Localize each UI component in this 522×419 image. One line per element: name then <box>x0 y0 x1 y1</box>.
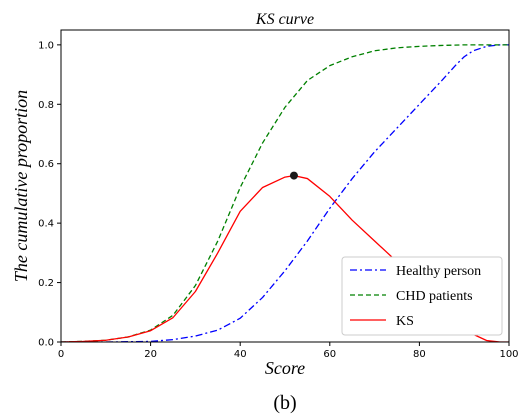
x-tick-label: 60 <box>323 349 336 360</box>
y-axis-ticks: 0.0 0.2 0.4 0.6 0.8 1.0 <box>38 40 61 348</box>
y-axis-label: The cumulative proportion <box>11 90 31 282</box>
y-tick-label: 0.8 <box>38 100 54 111</box>
chart-title: KS curve <box>255 11 314 28</box>
y-tick-label: 1.0 <box>38 40 54 51</box>
y-tick-label: 0.0 <box>38 338 54 349</box>
x-tick-label: 20 <box>144 349 157 360</box>
y-tick-label: 0.2 <box>38 278 54 289</box>
ks-max-point <box>290 172 298 180</box>
legend-label: KS <box>396 314 414 329</box>
legend: Healthy person CHD patients KS <box>342 257 502 335</box>
figure-caption: (b) <box>273 392 296 414</box>
x-tick-label: 0 <box>58 349 64 360</box>
x-tick-label: 80 <box>413 349 426 360</box>
x-tick-label: 40 <box>234 349 247 360</box>
legend-label: Healthy person <box>396 264 481 279</box>
y-tick-label: 0.4 <box>38 219 54 230</box>
x-tick-label: 100 <box>499 349 518 360</box>
x-axis-label: Score <box>265 358 305 378</box>
legend-label: CHD patients <box>396 289 473 304</box>
y-tick-label: 0.6 <box>38 159 54 170</box>
